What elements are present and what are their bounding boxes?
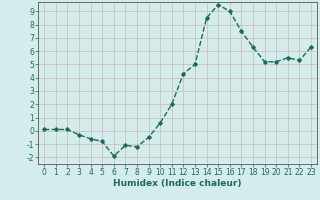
- X-axis label: Humidex (Indice chaleur): Humidex (Indice chaleur): [113, 179, 242, 188]
